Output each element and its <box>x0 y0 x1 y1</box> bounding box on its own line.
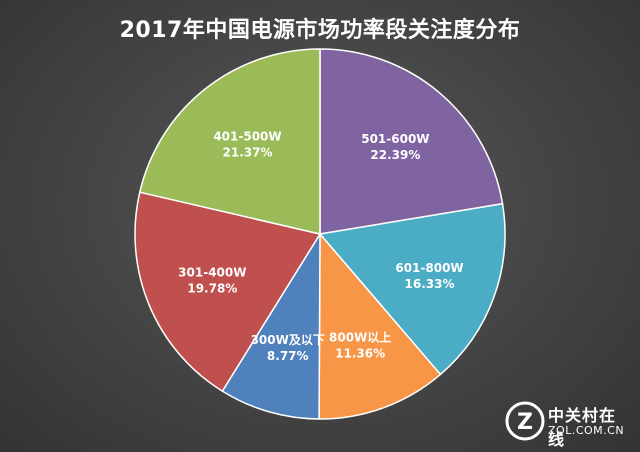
slice-label: 601-800W <box>395 261 463 275</box>
watermark-domain: ZOL.COM.CN <box>548 424 625 437</box>
slice-label: 401-500W <box>213 130 281 144</box>
zol-logo-letter: Z <box>517 410 533 435</box>
slice-value-label: 8.77% <box>267 349 309 363</box>
pie-slice <box>221 233 321 420</box>
slice-value-label: 19.78% <box>187 282 237 296</box>
zol-logo-icon: Z <box>505 401 545 441</box>
slice-label: 301-400W <box>178 266 246 280</box>
pie-slice <box>134 191 321 392</box>
slice-value-label: 16.33% <box>405 277 455 291</box>
slice-value-label: 21.37% <box>223 146 273 160</box>
zol-watermark: Z 中关村在线 ZOL.COM.CN <box>504 398 626 449</box>
slice-value-label: 22.39% <box>370 148 420 162</box>
slice-label: 501-600W <box>361 132 429 146</box>
pie-slice <box>139 48 321 235</box>
pie-slice <box>319 48 504 235</box>
watermark-name: 中关村在线 <box>548 406 617 449</box>
pie-slice <box>319 203 506 376</box>
slice-label: 300W及以下 <box>251 333 325 347</box>
chart-title: 2017年中国电源市场功率段关注度分布 <box>119 18 521 43</box>
pie-slice <box>318 233 442 420</box>
slice-value-label: 11.36% <box>335 346 385 360</box>
slice-label: 800W以上 <box>329 329 391 344</box>
data-labels: 501-600W 22.39% 601-800W 16.33% 800W以上 11.36%… <box>178 130 464 363</box>
